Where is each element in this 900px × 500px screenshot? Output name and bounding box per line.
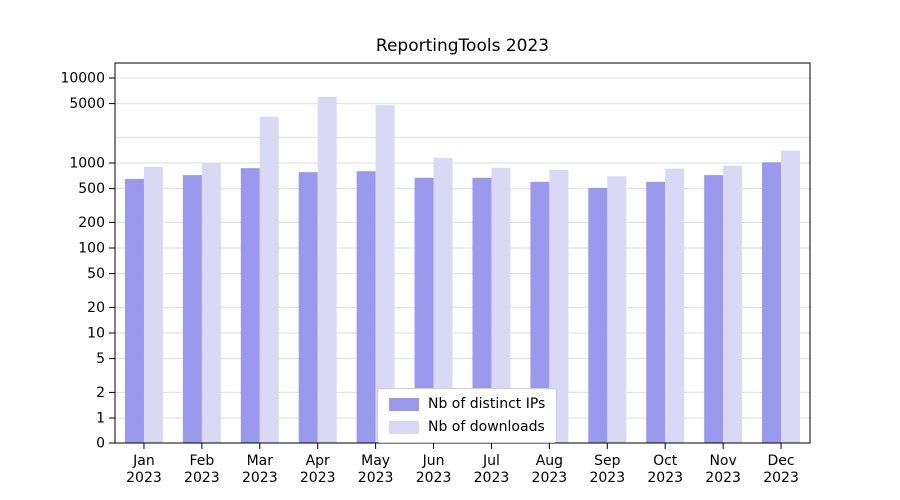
x-tick-label-month: Jun	[422, 453, 445, 469]
x-tick-label-month: Mar	[247, 453, 274, 469]
bar-downloads-jan	[143, 166, 163, 443]
bar-distinct-ips-nov	[704, 175, 724, 443]
x-tick-label-month: Dec	[767, 453, 794, 469]
x-tick-label-month: Oct	[653, 453, 678, 469]
bar-downloads-sep	[607, 176, 627, 443]
legend-label-downloads: Nb of downloads	[428, 419, 545, 435]
legend-label-distinct-ips: Nb of distinct IPs	[428, 396, 546, 412]
x-tick-label-year: 2023	[416, 470, 452, 486]
x-tick-label-year: 2023	[358, 470, 394, 486]
legend: Nb of distinct IPs Nb of downloads	[377, 388, 558, 443]
bar-distinct-ips-jan	[124, 178, 144, 444]
bar-distinct-ips-apr	[298, 172, 318, 444]
y-tick-label: 20	[87, 300, 105, 316]
legend-swatch-distinct-ips	[389, 397, 419, 411]
x-tick-label-month: Jul	[482, 453, 500, 469]
x-tick-label-month: Sep	[594, 453, 621, 469]
x-tick-label-month: Feb	[189, 453, 214, 469]
x-tick-label-year: 2023	[647, 470, 683, 486]
bar-downloads-feb	[201, 163, 221, 443]
y-tick-label: 1000	[69, 156, 105, 172]
axis-frame	[114, 62, 811, 444]
y-tick-label: 100	[78, 241, 105, 257]
bar-downloads-aug	[549, 169, 569, 443]
bar-downloads-nov	[723, 165, 743, 443]
x-tick-label-year: 2023	[589, 470, 625, 486]
y-tick-label: 5000	[69, 96, 105, 112]
x-tick-label-year: 2023	[126, 470, 162, 486]
y-tick-label: 5	[96, 351, 105, 367]
bar-downloads-mar	[259, 116, 279, 444]
y-tick-label: 50	[87, 266, 105, 282]
bar-distinct-ips-oct	[646, 181, 666, 443]
x-tick-label-year: 2023	[242, 470, 278, 486]
x-tick-label-month: Apr	[306, 453, 330, 469]
bar-distinct-ips-may	[356, 171, 376, 443]
x-tick-label-month: May	[361, 453, 390, 469]
y-tick-label: 10000	[60, 71, 105, 87]
x-tick-label-year: 2023	[705, 470, 741, 486]
bar-distinct-ips-sep	[588, 187, 608, 443]
y-tick-label: 500	[78, 181, 105, 197]
y-tick-label: 1	[96, 411, 105, 427]
x-tick-label-year: 2023	[184, 470, 220, 486]
y-tick-label: 200	[78, 215, 105, 231]
x-tick-label-month: Nov	[709, 453, 736, 469]
bar-downloads-oct	[665, 168, 685, 443]
bar-distinct-ips-aug	[530, 181, 550, 443]
bar-distinct-ips-jul	[472, 177, 492, 444]
bar-distinct-ips-feb	[182, 175, 202, 443]
bar-downloads-jun	[433, 157, 453, 443]
x-tick-label-month: Jan	[132, 453, 155, 469]
legend-swatch-downloads	[389, 420, 419, 434]
chart-title: ReportingTools 2023	[375, 36, 550, 56]
x-tick-label-year: 2023	[300, 470, 336, 486]
bar-distinct-ips-dec	[762, 162, 782, 443]
bar-downloads-may	[375, 105, 395, 444]
x-tick-label-year: 2023	[474, 470, 510, 486]
bar-downloads-jul	[491, 167, 511, 443]
bar-distinct-ips-mar	[240, 168, 260, 443]
x-tick-label-month: Aug	[536, 453, 563, 469]
x-tick-label-year: 2023	[763, 470, 799, 486]
bar-downloads-dec	[781, 150, 801, 444]
legend-item-downloads: Nb of downloads	[389, 419, 545, 435]
bar-distinct-ips-jun	[414, 177, 434, 444]
bar-downloads-apr	[317, 96, 337, 443]
y-tick-label: 10	[87, 326, 105, 342]
y-tick-label: 2	[96, 385, 105, 401]
legend-item-distinct-ips: Nb of distinct IPs	[389, 396, 545, 412]
x-tick-label-year: 2023	[532, 470, 568, 486]
y-tick-label: 0	[96, 436, 105, 452]
